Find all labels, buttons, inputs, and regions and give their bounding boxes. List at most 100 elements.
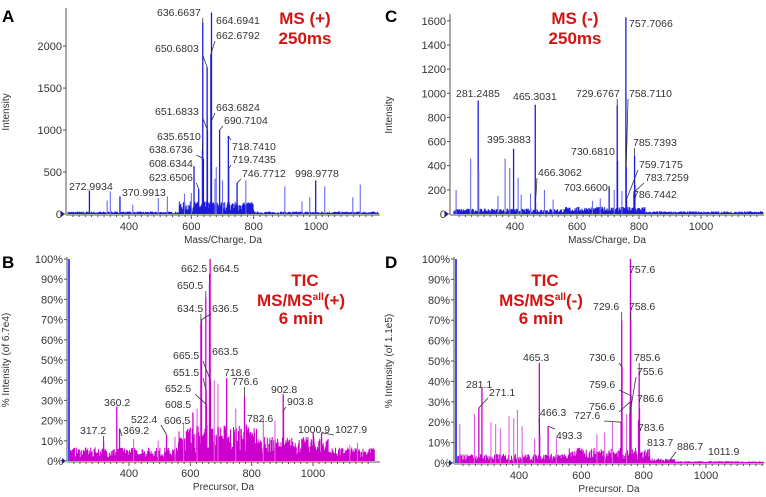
peak-label: 776.6 bbox=[232, 376, 258, 388]
panel-letter: C bbox=[385, 7, 397, 26]
y-tick-label: 600 bbox=[428, 137, 446, 149]
y-tick-label: 1200 bbox=[422, 64, 446, 76]
peak-label: 465.3 bbox=[523, 352, 549, 364]
x-tick-label: 1000 bbox=[304, 221, 328, 233]
peak-label: 663.5 bbox=[212, 346, 238, 358]
y-tick-label: 100% bbox=[422, 254, 450, 266]
y-tick-label: 90% bbox=[41, 274, 63, 286]
peak-label: 664.6941 bbox=[216, 15, 260, 27]
peak-label: 729.6 bbox=[593, 301, 619, 313]
peak-label: 665.5 bbox=[173, 350, 199, 362]
x-tick-label: 400 bbox=[120, 468, 138, 480]
peak-label: 466.3 bbox=[540, 407, 566, 419]
peak-label-leader bbox=[194, 393, 207, 405]
y-tick-label: 60% bbox=[41, 335, 63, 347]
x-tick-label: 1000 bbox=[689, 221, 713, 233]
peak-label: 718.6 bbox=[224, 367, 250, 379]
peak-label: 370.9913 bbox=[122, 187, 166, 199]
title-polarity: (+) bbox=[324, 291, 345, 310]
peak-label: 758.6 bbox=[629, 301, 655, 313]
panel-c: C 0 200 400 600 800 1000 1200 1400 1600 400 600 800 1… bbox=[384, 7, 764, 246]
peak-label: 636.6637 bbox=[157, 7, 201, 19]
peak-label-leader bbox=[196, 154, 204, 159]
y-axis-title: Intensity bbox=[1, 93, 12, 130]
peak-label: 886.7 bbox=[677, 441, 703, 453]
x-tick-label: 400 bbox=[506, 221, 524, 233]
peak-label: 718.7410 bbox=[232, 141, 276, 153]
peak-label-leader bbox=[210, 40, 216, 55]
panel-title-tic: TIC bbox=[291, 271, 318, 290]
peak-label: 903.8 bbox=[287, 396, 313, 408]
panel-title-mode: MS/MSall(-) bbox=[499, 291, 583, 310]
y-tick-label: 500 bbox=[44, 167, 62, 179]
y-tick-label: 200 bbox=[428, 185, 446, 197]
title-msms: MS/MS bbox=[257, 291, 313, 310]
y-tick-label: 0 bbox=[440, 209, 446, 221]
peak-label: 727.6 bbox=[574, 410, 600, 422]
peak-label-leader bbox=[478, 397, 489, 409]
y-tick-label: 2000 bbox=[38, 41, 62, 53]
y-tick-label: 10% bbox=[428, 438, 450, 450]
peak-label-leader bbox=[219, 125, 224, 131]
peak-label: 638.6736 bbox=[149, 144, 193, 156]
y-tick-label: 0% bbox=[47, 456, 63, 468]
peak-label-leader bbox=[633, 182, 645, 193]
y-tick-label: 30% bbox=[428, 397, 450, 409]
y-tick-label: 10% bbox=[41, 436, 63, 448]
title-superscript: all bbox=[555, 292, 566, 303]
x-tick-label: 800 bbox=[634, 470, 652, 482]
x-tick-label: 1000 bbox=[694, 470, 718, 482]
peak-label-leader bbox=[201, 313, 212, 320]
panel-title-tic: TIC bbox=[531, 271, 558, 290]
peak-label: 730.6 bbox=[589, 352, 615, 364]
peak-label: 998.9778 bbox=[295, 168, 339, 180]
panel-d: D 0% 10% 20% 30% 40% 50% 60% 70% 80% 90% 100% 400 600… bbox=[384, 253, 765, 495]
peak-label: 636.5 bbox=[212, 303, 238, 315]
peak-label: 902.8 bbox=[271, 384, 297, 396]
peak-label-leader bbox=[119, 428, 123, 437]
peak-label-leader bbox=[228, 164, 232, 169]
y-tick-label: 40% bbox=[41, 375, 63, 387]
peak-label: 272.9934 bbox=[69, 181, 113, 193]
peak-label: 785.6 bbox=[634, 352, 660, 364]
x-tick-label: 800 bbox=[244, 221, 262, 233]
peak-label: 757.6 bbox=[629, 264, 655, 276]
peak-label: 1027.9 bbox=[335, 424, 367, 436]
panel-title-time: 250ms bbox=[549, 29, 602, 48]
peak-label-leader bbox=[538, 417, 541, 435]
peak-label: 651.5 bbox=[173, 367, 199, 379]
panel-title-mode: MS/MSall(+) bbox=[257, 291, 345, 310]
peak-label: 662.5 bbox=[181, 263, 207, 275]
panel-letter: A bbox=[2, 7, 14, 26]
peak-label: 360.2 bbox=[104, 397, 130, 409]
y-tick-label: 1600 bbox=[422, 16, 446, 28]
panel-letter: D bbox=[385, 253, 397, 272]
peak-label: 608.5 bbox=[165, 399, 191, 411]
peak-label: 317.2 bbox=[80, 425, 106, 437]
peak-label: 755.6 bbox=[637, 366, 663, 378]
panel-title-time: 6 min bbox=[279, 309, 323, 328]
peak-label-leader bbox=[228, 135, 232, 141]
peak-label: 719.7435 bbox=[232, 154, 276, 166]
y-tick-label: 80% bbox=[41, 294, 63, 306]
peak-label: 746.7712 bbox=[242, 168, 286, 180]
baseline-noise bbox=[453, 206, 764, 214]
panel-b: B 0% 10% 20% 30% 40% 50% 60% 70% 80% 90% 100% 400 600… bbox=[1, 253, 380, 493]
x-tick-label: 600 bbox=[572, 470, 590, 482]
peak-label-leader bbox=[210, 112, 216, 122]
peak-label-leader bbox=[618, 362, 623, 368]
peak-label: 1000.9 bbox=[298, 424, 330, 436]
peak-label: 786.7442 bbox=[633, 189, 677, 201]
title-msms: MS/MS bbox=[499, 291, 555, 310]
x-tick-label: 1000 bbox=[301, 468, 325, 480]
peak-label: 635.6510 bbox=[157, 131, 201, 143]
peak-label: 813.7 bbox=[647, 437, 673, 449]
peak-label: 650.5 bbox=[177, 280, 203, 292]
peak-label-leader bbox=[160, 424, 167, 435]
x-tick-label: 400 bbox=[510, 470, 528, 482]
peak-label: 623.6506 bbox=[149, 172, 193, 184]
panel-title-mode: MS (-) bbox=[551, 9, 598, 28]
panel-title-time: 6 min bbox=[519, 309, 563, 328]
peak-label-leader bbox=[321, 432, 335, 436]
y-tick-label: 40% bbox=[428, 376, 450, 388]
